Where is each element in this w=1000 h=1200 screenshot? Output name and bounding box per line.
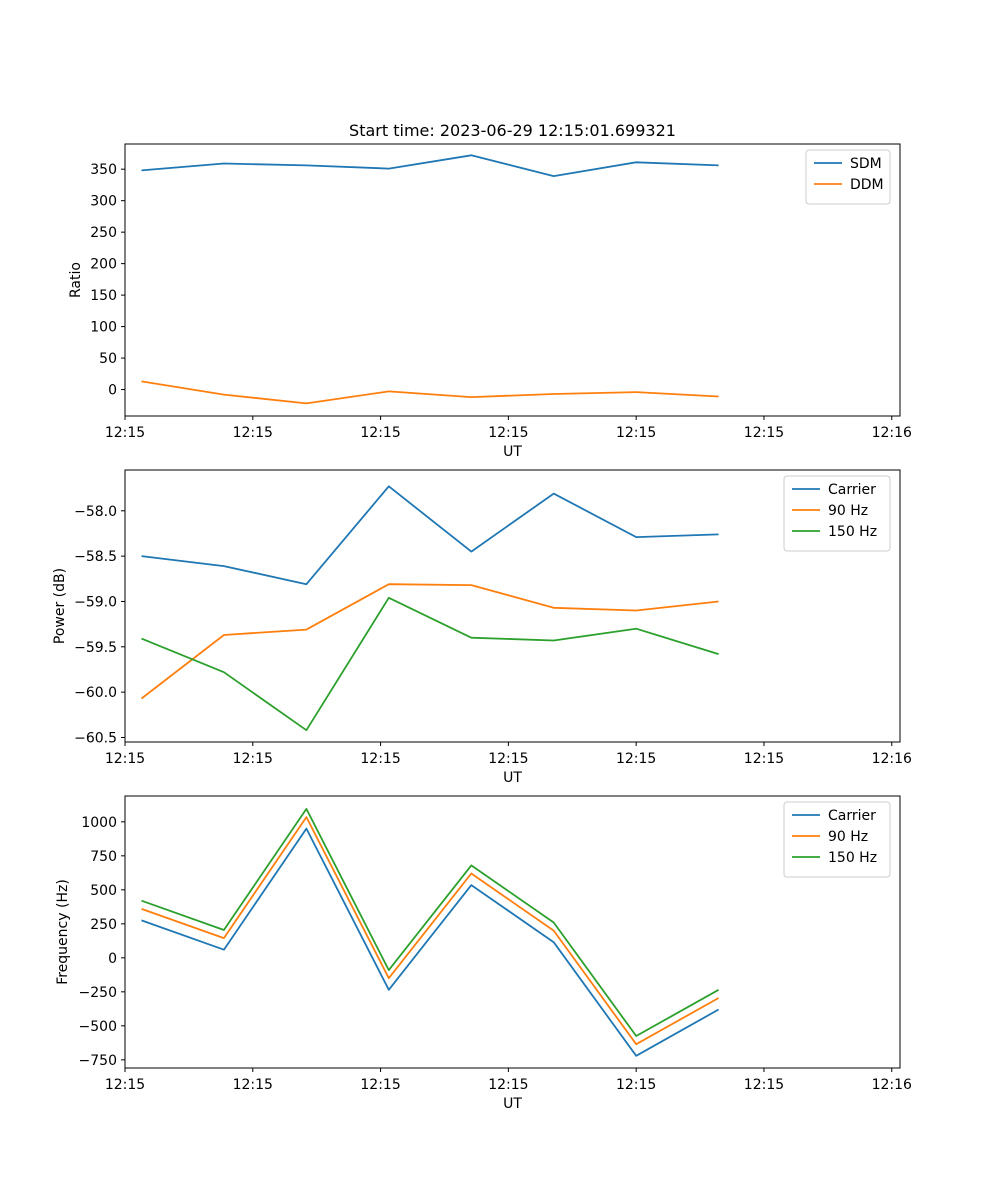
y-tick-label: 200 xyxy=(90,257,117,273)
y-tick-label: −500 xyxy=(79,1019,117,1035)
x-tick-label: 12:15 xyxy=(360,1077,400,1093)
y-tick-label: −58.0 xyxy=(74,504,117,520)
series-line-carrier xyxy=(141,485,719,586)
x-tick-label: 12:15 xyxy=(233,425,273,441)
y-axis-label: Power (dB) xyxy=(52,568,68,644)
frequency-panel: 12:15 12:15 12:15 12:15 12:15 12:15 12:16 1000 7… xyxy=(55,795,912,1112)
y-tick-label: −250 xyxy=(79,985,117,1001)
x-tick-label: 12:15 xyxy=(105,751,145,767)
legend-box xyxy=(783,475,891,552)
y-tick-label: −58.5 xyxy=(74,549,117,565)
legend-label: 90 Hz xyxy=(828,503,868,519)
series-line-150-hz xyxy=(141,808,720,1037)
x-tick-label: 12:15 xyxy=(744,425,784,441)
legend-box xyxy=(783,801,891,878)
x-tick-label: 12:16 xyxy=(872,1077,912,1093)
axes-frame xyxy=(124,795,901,1069)
axes-frame xyxy=(124,143,901,417)
y-tick-label: 250 xyxy=(90,225,117,241)
y-tick-label: 1000 xyxy=(81,815,117,831)
legend-label: 90 Hz xyxy=(828,829,868,845)
x-tick-label: 12:15 xyxy=(744,1077,784,1093)
legend-label: DDM xyxy=(850,177,884,193)
y-tick-label: 300 xyxy=(90,194,117,210)
series-line-ddm xyxy=(141,380,719,405)
y-tick-label: 500 xyxy=(90,883,117,899)
y-tick-label: −59.0 xyxy=(74,594,117,610)
series-line-90-hz xyxy=(140,583,719,700)
x-tick-label: 12:16 xyxy=(872,425,912,441)
legend-label: 150 Hz xyxy=(828,524,877,540)
y-axis-label: Frequency (Hz) xyxy=(55,879,71,985)
power-panel: 12:15 12:15 12:15 12:15 12:15 12:15 12:16 −58.0… xyxy=(52,469,912,786)
y-tick-label: 750 xyxy=(90,849,117,865)
y-tick-label: 0 xyxy=(108,383,117,399)
x-tick-label: 12:15 xyxy=(616,425,656,441)
x-axis-label: UT xyxy=(503,1096,522,1112)
x-tick-label: 12:16 xyxy=(872,751,912,767)
y-tick-label: 100 xyxy=(90,320,117,336)
x-tick-label: 12:15 xyxy=(360,751,400,767)
x-tick-label: 12:15 xyxy=(744,751,784,767)
x-axis-label: UT xyxy=(503,770,522,786)
legend-label: Carrier xyxy=(828,808,876,824)
y-tick-label: −60.0 xyxy=(74,685,117,701)
x-tick-label: 12:15 xyxy=(233,751,273,767)
x-tick-label: 12:15 xyxy=(105,425,145,441)
y-tick-label: 250 xyxy=(90,917,117,933)
series-line-carrier xyxy=(141,827,720,1057)
x-axis-label: UT xyxy=(503,444,522,460)
axes-frame xyxy=(124,469,901,743)
legend-label: Carrier xyxy=(828,482,876,498)
x-tick-label: 12:15 xyxy=(616,1077,656,1093)
x-tick-label: 12:15 xyxy=(488,751,528,767)
legend-label: 150 Hz xyxy=(828,850,877,866)
y-axis-label: Ratio xyxy=(68,262,84,298)
x-tick-label: 12:15 xyxy=(488,1077,528,1093)
y-tick-label: 350 xyxy=(90,162,117,178)
series-line-sdm xyxy=(141,154,719,178)
series-line-150-hz xyxy=(141,596,719,732)
x-tick-label: 12:15 xyxy=(360,425,400,441)
x-tick-label: 12:15 xyxy=(105,1077,145,1093)
chart-title: Start time: 2023-06-29 12:15:01.699321 xyxy=(349,121,676,140)
x-tick-label: 12:15 xyxy=(488,425,528,441)
ratio-panel: 12:15 12:15 12:15 12:15 12:15 12:15 12:16 0 50 10… xyxy=(68,143,912,460)
series-line-90-hz xyxy=(141,816,720,1046)
legend-label: SDM xyxy=(850,156,882,172)
y-tick-label: −60.5 xyxy=(74,730,117,746)
y-tick-label: −59.5 xyxy=(74,640,117,656)
x-tick-label: 12:15 xyxy=(233,1077,273,1093)
y-tick-label: 150 xyxy=(90,288,117,304)
y-tick-label: 50 xyxy=(99,351,117,367)
y-tick-label: −750 xyxy=(79,1053,117,1069)
y-tick-label: 0 xyxy=(108,951,117,967)
x-tick-label: 12:15 xyxy=(616,751,656,767)
